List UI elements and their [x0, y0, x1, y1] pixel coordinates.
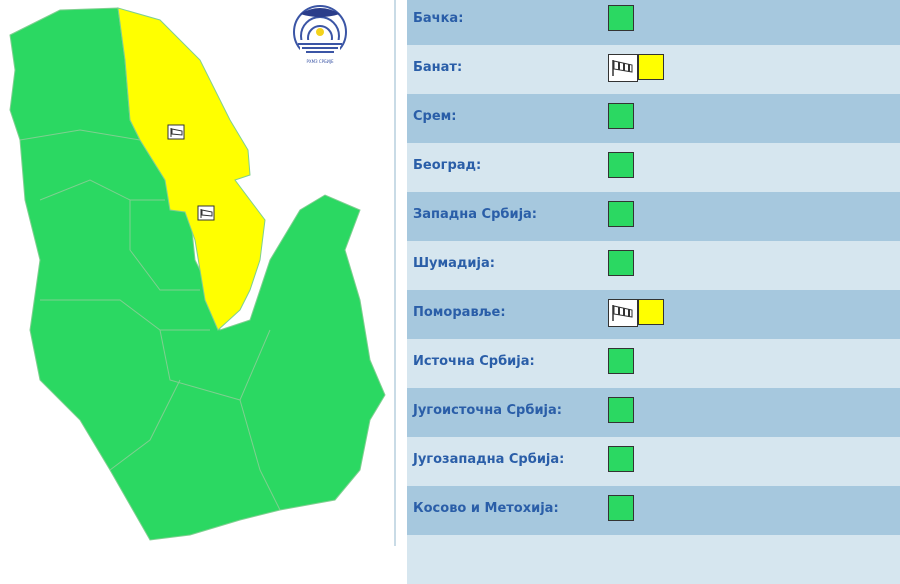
warning-level-green: [608, 397, 634, 423]
region-label: Поморавље:: [413, 305, 506, 320]
wind-icon: [197, 205, 215, 221]
warning-level-green: [608, 348, 634, 374]
region-banat: [117, 7, 266, 331]
region-label: Источна Србија:: [413, 354, 535, 369]
region-row: Југозападна Србија:: [407, 437, 900, 486]
region-label: Косово и Метохија:: [413, 501, 559, 516]
region-label: Београд:: [413, 158, 482, 173]
region-label: Банат:: [413, 60, 463, 75]
wind-icon: [608, 54, 638, 82]
wind-icon: [608, 299, 638, 327]
region-row: Западна Србија:: [407, 192, 900, 241]
region-label: Шумадија:: [413, 256, 495, 271]
region-row: Поморавље:: [407, 290, 900, 339]
region-label: Западна Србија:: [413, 207, 538, 222]
region-row: Шумадија:: [407, 241, 900, 290]
warning-level-green: [608, 5, 634, 31]
region-row: Банат:: [407, 45, 900, 94]
region-label: Југозападна Србија:: [413, 452, 565, 467]
warning-level-green: [608, 495, 634, 521]
divider: [394, 0, 396, 546]
region-row: Београд:: [407, 143, 900, 192]
region-label: Срем:: [413, 109, 457, 124]
warning-level-green: [608, 446, 634, 472]
warning-level-green: [608, 103, 634, 129]
serbia-warning-map: РХМЗ СРБИЈЕ: [9, 5, 386, 541]
warning-level-green: [608, 152, 634, 178]
warning-level-yellow: [638, 299, 664, 325]
region-row: Косово и Метохија:: [407, 486, 900, 535]
warning-level-green: [608, 250, 634, 276]
region-warning-table: Бачка: Банат: Срем: Београд: Западна Србија:…: [407, 0, 900, 584]
warning-level-yellow: [638, 54, 664, 80]
svg-text:РХМЗ СРБИЈЕ: РХМЗ СРБИЈЕ: [306, 59, 334, 64]
region-label: Југоисточна Србија:: [413, 403, 562, 418]
region-label: Бачка:: [413, 11, 464, 26]
table-row-empty: [407, 535, 900, 584]
wind-icon: [167, 124, 185, 140]
region-row: Југоисточна Србија:: [407, 388, 900, 437]
region-row: Бачка:: [407, 0, 900, 45]
region-row: Срем:: [407, 94, 900, 143]
region-row: Источна Србија:: [407, 339, 900, 388]
warning-level-green: [608, 201, 634, 227]
rhmz-logo: РХМЗ СРБИЈЕ: [293, 5, 347, 64]
